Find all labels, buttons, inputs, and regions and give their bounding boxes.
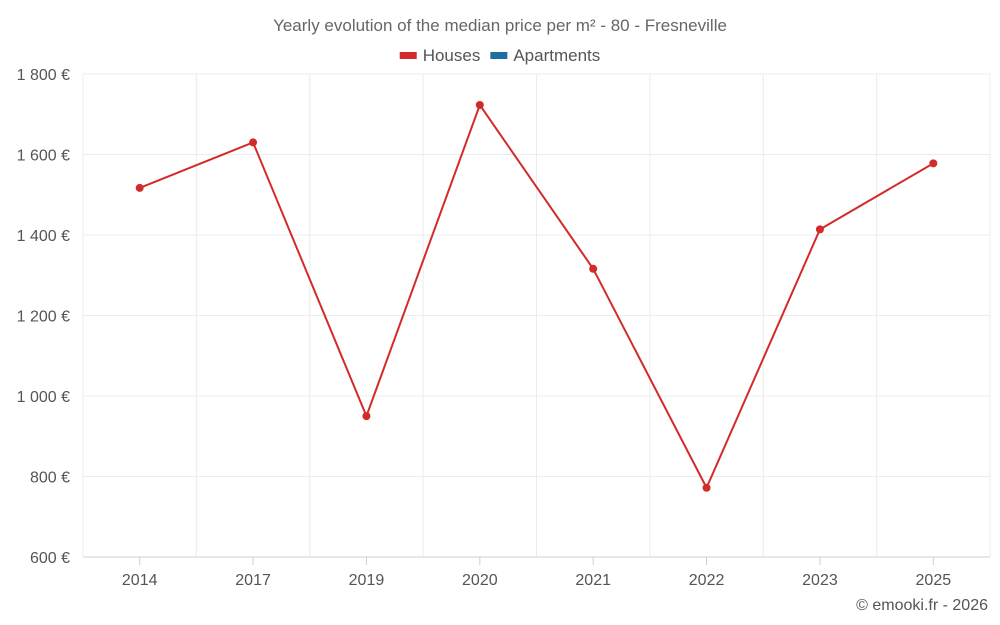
data-point[interactable] bbox=[815, 225, 824, 234]
data-point[interactable] bbox=[702, 483, 711, 492]
data-point[interactable] bbox=[249, 138, 258, 147]
legend-label-houses[interactable]: Houses bbox=[423, 46, 481, 65]
y-tick-label: 1 000 € bbox=[17, 389, 70, 406]
data-point[interactable] bbox=[589, 264, 598, 273]
chart-title: Yearly evolution of the median price per… bbox=[273, 16, 727, 35]
data-point[interactable] bbox=[135, 183, 144, 192]
data-point[interactable] bbox=[475, 100, 484, 109]
series-layer bbox=[135, 100, 938, 492]
legend-swatch-houses bbox=[399, 52, 417, 59]
y-tick-label: 1 400 € bbox=[17, 228, 70, 245]
data-point[interactable] bbox=[929, 159, 938, 168]
y-axis: 600 € 800 € 1 000 € 1 200 € 1 400 € 1 600 € 1 … bbox=[17, 67, 70, 567]
credit-text: © emooki.fr - 2026 bbox=[856, 597, 988, 614]
x-tick-label: 2021 bbox=[575, 572, 611, 589]
y-tick-label: 600 € bbox=[30, 550, 70, 567]
x-tick-label: 2022 bbox=[689, 572, 725, 589]
gridlines bbox=[82, 73, 991, 558]
x-tick-label: 2020 bbox=[462, 572, 498, 589]
y-tick-label: 800 € bbox=[30, 470, 70, 487]
data-point[interactable] bbox=[362, 412, 371, 421]
legend-swatch-apartments bbox=[490, 52, 508, 59]
x-tick-label: 2025 bbox=[916, 572, 952, 589]
y-tick-label: 1 200 € bbox=[17, 309, 70, 326]
legend-label-apartments[interactable]: Apartments bbox=[513, 46, 600, 65]
x-tick-label: 2017 bbox=[235, 572, 271, 589]
legend: Houses Apartments bbox=[399, 46, 600, 65]
y-tick-label: 1 600 € bbox=[17, 148, 70, 165]
x-axis: 2014 2017 2019 2020 2021 2022 2023 2025 bbox=[122, 557, 951, 589]
x-tick-label: 2014 bbox=[122, 572, 158, 589]
x-tick-label: 2019 bbox=[349, 572, 385, 589]
series-line-houses bbox=[139, 103, 934, 489]
y-tick-label: 1 800 € bbox=[17, 67, 70, 84]
x-tick-label: 2023 bbox=[802, 572, 838, 589]
